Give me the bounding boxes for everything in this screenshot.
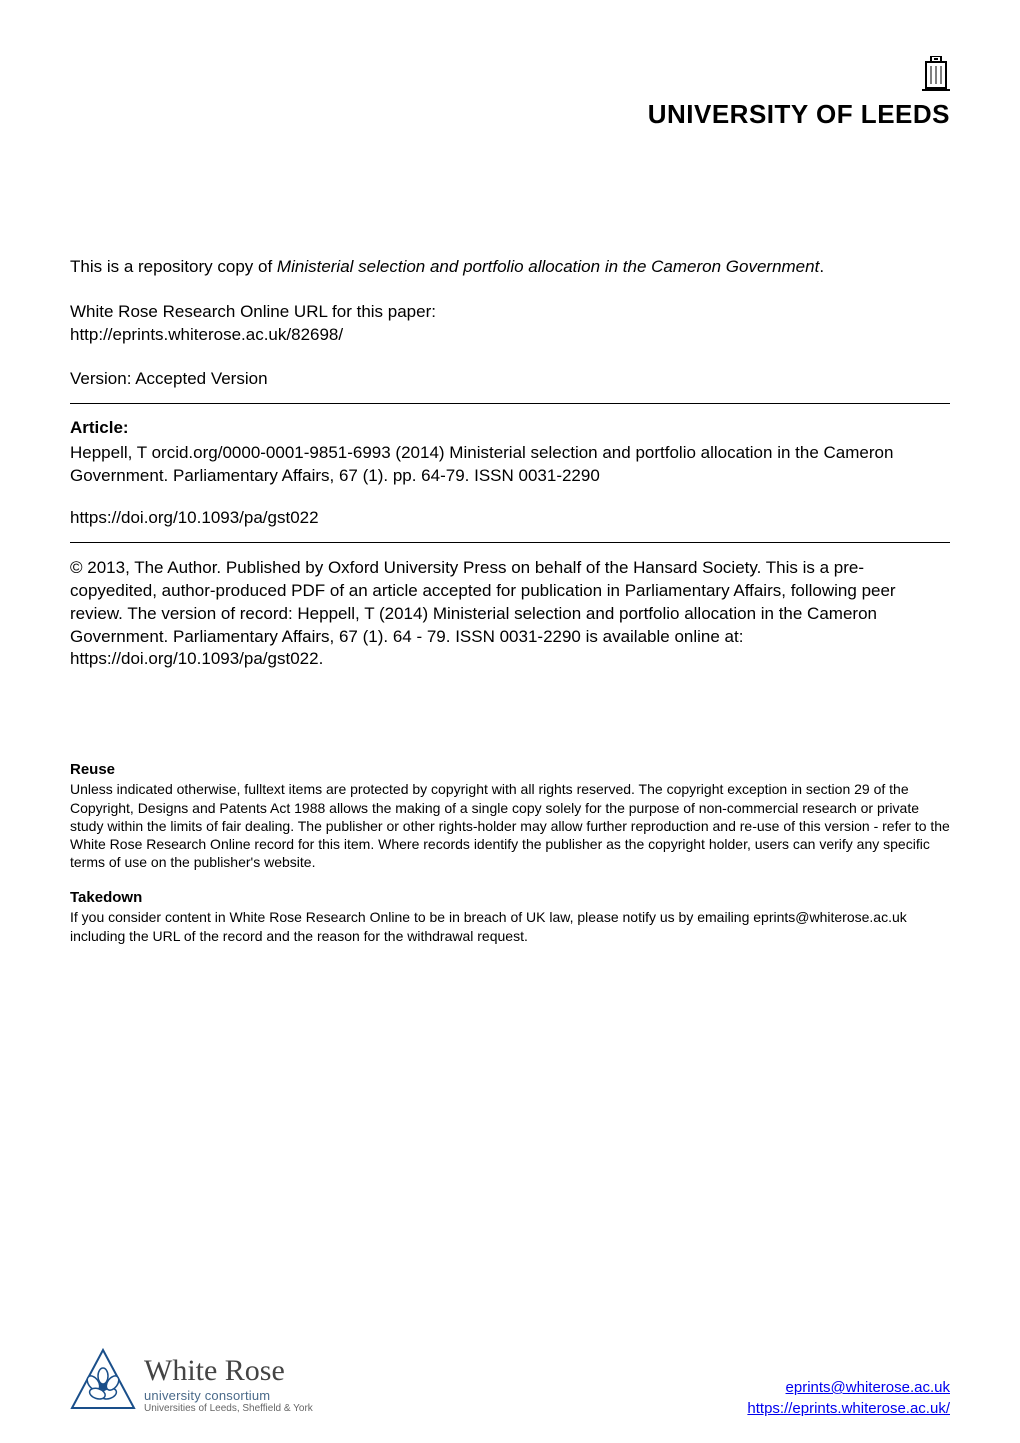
building-icon	[922, 56, 950, 97]
reuse-heading: Reuse	[70, 761, 950, 778]
divider	[70, 403, 950, 404]
contact-email-link[interactable]: eprints@whiterose.ac.uk	[786, 1379, 950, 1396]
article-heading: Article:	[70, 418, 950, 438]
repository-intro: This is a repository copy of Ministerial…	[70, 256, 950, 279]
version-value: Accepted Version	[135, 369, 267, 388]
rose-icon	[70, 1348, 136, 1419]
divider	[70, 542, 950, 543]
url-label: White Rose Research Online URL for this …	[70, 301, 950, 324]
university-logo: UNIVERSITY OF LEEDS	[648, 56, 950, 130]
intro-suffix: .	[819, 257, 824, 276]
url-block: White Rose Research Online URL for this …	[70, 301, 950, 347]
footer-links: eprints@whiterose.ac.uk https://eprints.…	[747, 1377, 950, 1419]
takedown-heading: Takedown	[70, 889, 950, 906]
version-label: Version:	[70, 369, 135, 388]
version-block: Version: Accepted Version	[70, 369, 950, 389]
doi-link: https://doi.org/10.1093/pa/gst022	[70, 508, 950, 528]
page-footer: White Rose university consortium Univers…	[70, 1348, 950, 1419]
site-url-link[interactable]: https://eprints.whiterose.ac.uk/	[747, 1400, 950, 1417]
intro-prefix: This is a repository copy of	[70, 257, 277, 276]
takedown-body: If you consider content in White Rose Re…	[70, 908, 950, 944]
rights-statement: © 2013, The Author. Published by Oxford …	[70, 557, 950, 672]
consortium-title: White Rose	[144, 1354, 313, 1388]
paper-title: Ministerial selection and portfolio allo…	[277, 257, 819, 276]
article-citation: Heppell, T orcid.org/0000-0001-9851-6993…	[70, 442, 950, 488]
paper-url: http://eprints.whiterose.ac.uk/82698/	[70, 324, 950, 347]
white-rose-text: White Rose university consortium Univers…	[144, 1354, 313, 1414]
university-name: UNIVERSITY OF LEEDS	[648, 99, 950, 130]
consortium-universities: Universities of Leeds, Sheffield & York	[144, 1403, 313, 1414]
consortium-subtitle: university consortium	[144, 1388, 313, 1403]
reuse-body: Unless indicated otherwise, fulltext ite…	[70, 780, 950, 871]
white-rose-logo: White Rose university consortium Univers…	[70, 1348, 313, 1419]
